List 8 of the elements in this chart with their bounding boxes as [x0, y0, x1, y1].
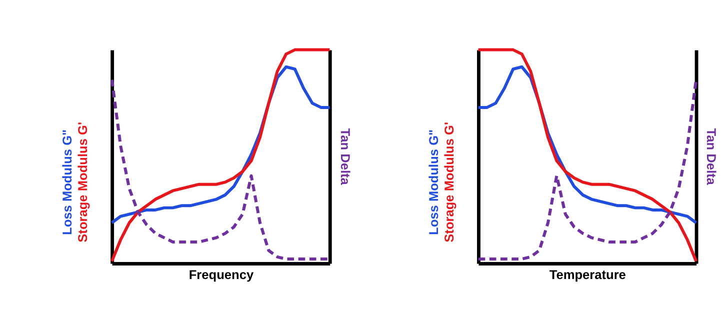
x-axis-title: Frequency [188, 267, 254, 282]
y2-axis-title: Tan Delta [338, 128, 353, 186]
text: Storage Modulus G' [442, 122, 457, 242]
x-axis-title: Temperature [549, 267, 626, 282]
text: Storage Modulus G' [75, 122, 90, 242]
y2-axis-title: Tan Delta [704, 128, 720, 186]
text: Loss Modulus G" [60, 129, 75, 235]
text: Loss Modulus G" [426, 129, 442, 235]
